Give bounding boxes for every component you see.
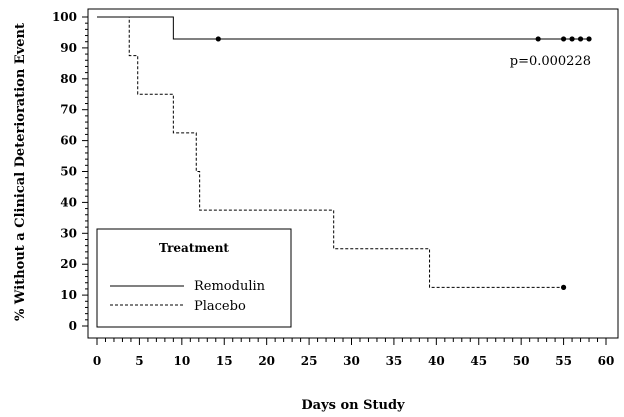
x-tick-label: 40 bbox=[428, 354, 445, 368]
y-tick-label: 40 bbox=[60, 195, 77, 209]
y-axis-title: % Without a Clinical Deterioration Event bbox=[13, 23, 28, 321]
y-tick-label: 90 bbox=[60, 41, 77, 55]
series-remodulin-censor-point bbox=[577, 36, 584, 42]
legend-remodulin-label: Remodulin bbox=[194, 279, 266, 294]
series-remodulin-censor-point bbox=[215, 36, 221, 42]
x-tick-label: 60 bbox=[598, 354, 615, 368]
y-tick-label: 10 bbox=[60, 288, 77, 302]
x-tick-label: 35 bbox=[386, 354, 403, 368]
p-value-annotation: p=0.000228 bbox=[510, 54, 591, 69]
legend: Treatment Remodulin Placebo bbox=[96, 228, 292, 328]
series-remodulin-censor-point bbox=[569, 36, 575, 42]
series-remodulin-line bbox=[97, 16, 590, 40]
y-axis: 0 10 20 30 40 50 60 70 80 90 100 bbox=[52, 10, 88, 333]
y-tick-label: 50 bbox=[60, 165, 77, 179]
y-tick-label: 80 bbox=[60, 72, 77, 86]
y-tick-label: 0 bbox=[69, 319, 77, 333]
x-axis: 0 5 10 15 20 25 30 35 40 45 50 55 60 bbox=[88, 337, 618, 368]
legend-placebo-label: Placebo bbox=[194, 299, 246, 314]
y-tick-label: 60 bbox=[60, 134, 77, 148]
series-remodulin-censor-point bbox=[586, 36, 592, 42]
series-layer bbox=[97, 16, 592, 290]
series-remodulin-censor-point bbox=[560, 36, 567, 42]
series-placebo-line bbox=[97, 16, 564, 288]
y-tick-label: 30 bbox=[60, 226, 77, 240]
x-tick-label: 25 bbox=[301, 354, 318, 368]
x-tick-label: 50 bbox=[513, 354, 530, 368]
legend-box bbox=[96, 228, 292, 328]
x-tick-label: 45 bbox=[470, 354, 487, 368]
x-tick-label: 15 bbox=[216, 354, 233, 368]
x-tick-label: 20 bbox=[258, 354, 275, 368]
y-tick-label: 100 bbox=[52, 10, 77, 24]
series-placebo-censor-point bbox=[560, 284, 567, 290]
x-tick-label: 55 bbox=[555, 354, 572, 368]
x-tick-label: 5 bbox=[135, 354, 143, 368]
y-tick-label: 20 bbox=[60, 257, 77, 271]
x-tick-label: 10 bbox=[173, 354, 190, 368]
series-remodulin-censor-point bbox=[535, 36, 541, 42]
x-tick-label: 30 bbox=[343, 354, 360, 368]
x-tick-label: 0 bbox=[93, 354, 101, 368]
legend-title: Treatment bbox=[159, 241, 229, 255]
y-tick-label: 70 bbox=[60, 103, 77, 117]
x-axis-title: Days on Study bbox=[301, 398, 405, 413]
